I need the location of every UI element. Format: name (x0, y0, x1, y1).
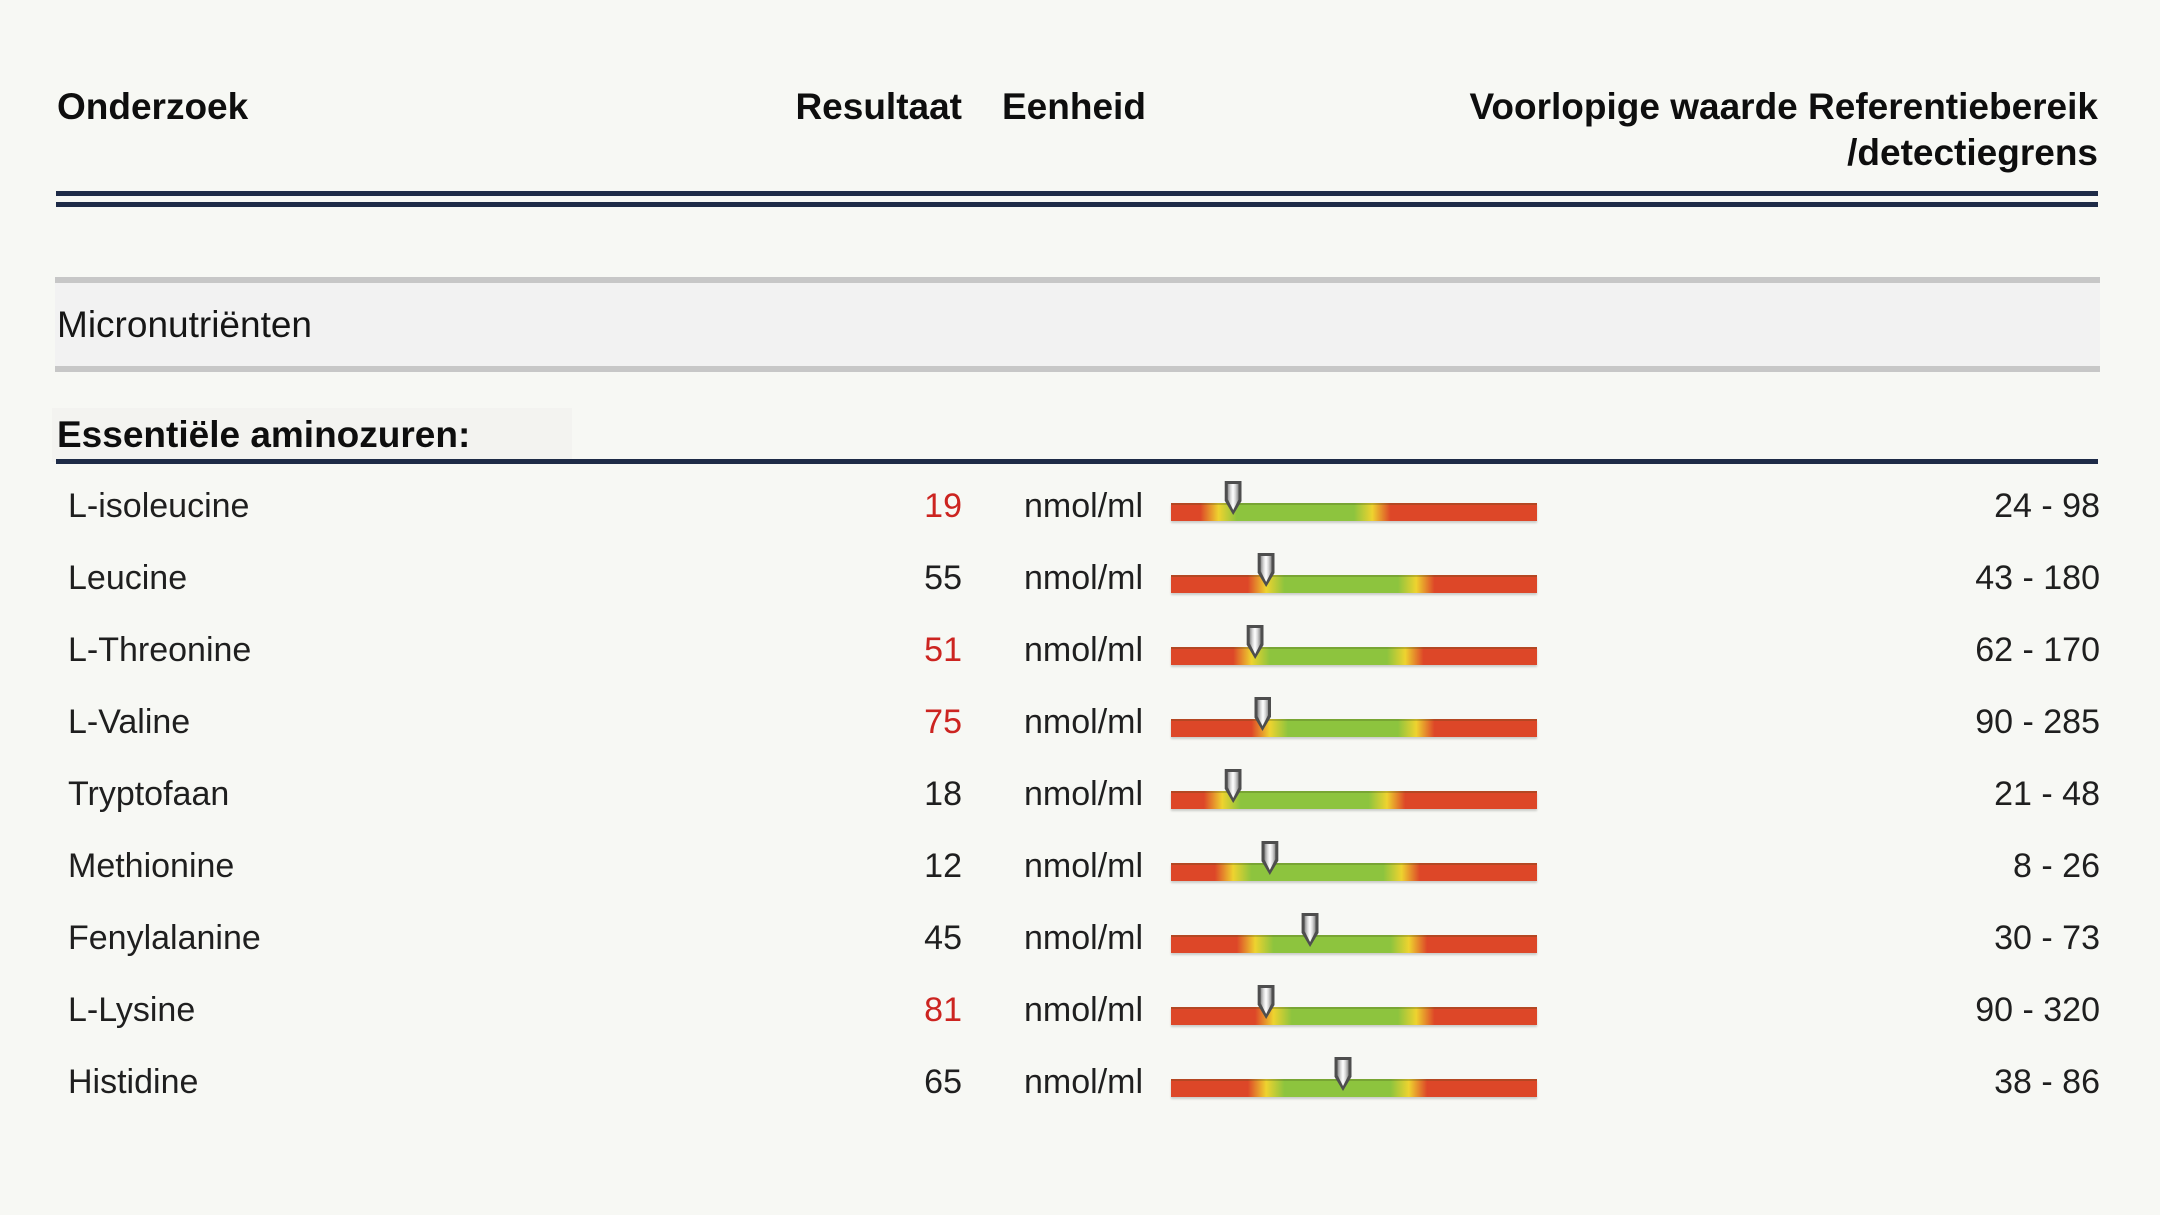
gauge-bar (1171, 1007, 1537, 1025)
table-row: Fenylalanine 45 nmol/ml 30 - 73 (0, 902, 2160, 974)
gauge-marker-icon (1254, 697, 1271, 731)
result-unit: nmol/ml (1024, 486, 1144, 525)
analyte-name: Histidine (68, 1062, 199, 1101)
reference-range: 90 - 285 (1975, 702, 2100, 741)
result-value: 18 (924, 774, 962, 813)
column-header-referentiebereik-line2: /detectiegrens (1847, 132, 2098, 173)
gauge-bar (1171, 719, 1537, 737)
section-band-bottom-line (55, 366, 2100, 372)
analyte-name: L-Valine (68, 702, 191, 741)
gauge-marker-icon (1224, 481, 1242, 515)
column-header-referentiebereik-line1: Voorlopige waarde Referentiebereik (1469, 86, 2098, 127)
gauge-marker-icon (1261, 841, 1279, 875)
result-value: 51 (924, 630, 962, 669)
reference-gauge (1171, 974, 1537, 1046)
result-unit: nmol/ml (1024, 846, 1144, 885)
gauge-bar (1171, 575, 1537, 593)
result-value: 75 (924, 702, 962, 741)
gauge-marker-icon (1246, 625, 1264, 659)
reference-range: 30 - 73 (1994, 918, 2100, 957)
result-unit: nmol/ml (1024, 918, 1144, 957)
gauge-bar (1171, 863, 1537, 881)
gauge-bar (1171, 791, 1537, 809)
reference-range: 8 - 26 (2013, 846, 2100, 885)
analyte-name: L-Threonine (68, 630, 252, 669)
analyte-name: L-isoleucine (68, 486, 250, 525)
reference-gauge (1171, 614, 1537, 686)
result-value: 55 (924, 558, 962, 597)
reference-gauge (1171, 758, 1537, 830)
result-value: 45 (924, 918, 962, 957)
reference-gauge (1171, 686, 1537, 758)
subsection-rule (56, 459, 2098, 464)
reference-range: 43 - 180 (1975, 558, 2100, 597)
gauge-bar (1171, 503, 1537, 521)
analyte-name: L-Lysine (68, 990, 196, 1029)
gauge-marker-icon (1257, 553, 1275, 587)
table-header: Onderzoek Resultaat Eenheid Voorlopige w… (0, 84, 2160, 176)
table-row: L-Lysine 81 nmol/ml 90 - 320 (0, 974, 2160, 1046)
section-title: Micronutriënten (57, 303, 313, 345)
reference-gauge (1171, 902, 1537, 974)
header-rule-bottom (56, 202, 2098, 207)
section-header-band: Micronutriënten (55, 283, 2100, 366)
table-row: Leucine 55 nmol/ml 43 - 180 (0, 542, 2160, 614)
result-unit: nmol/ml (1024, 702, 1144, 741)
gauge-marker-icon (1257, 985, 1275, 1019)
column-header-referentiebereik: Voorlopige waarde Referentiebereik /dete… (1171, 84, 2160, 176)
header-rule-top (56, 191, 2098, 196)
column-header-eenheid: Eenheid (1002, 86, 1146, 127)
result-value: 81 (924, 990, 962, 1029)
analyte-name: Fenylalanine (68, 918, 261, 957)
analyte-name: Tryptofaan (68, 774, 230, 813)
reference-range: 62 - 170 (1975, 630, 2100, 669)
gauge-bar (1171, 1079, 1537, 1097)
gauge-bar (1171, 647, 1537, 665)
reference-gauge (1171, 1046, 1537, 1118)
reference-gauge (1171, 830, 1537, 902)
reference-range: 90 - 320 (1975, 990, 2100, 1029)
result-value: 65 (924, 1062, 962, 1101)
gauge-marker-icon (1224, 769, 1242, 803)
subsection-title: Essentiële aminozuren: (57, 414, 471, 455)
gauge-marker-icon (1301, 913, 1319, 947)
subsection-highlight (52, 408, 572, 462)
result-unit: nmol/ml (1024, 630, 1144, 669)
reference-range: 24 - 98 (1994, 486, 2100, 525)
result-value: 19 (924, 486, 962, 525)
reference-range: 38 - 86 (1994, 1062, 2100, 1101)
result-unit: nmol/ml (1024, 1062, 1144, 1101)
gauge-marker-icon (1334, 1057, 1352, 1091)
table-row: Tryptofaan 18 nmol/ml 21 - 48 (0, 758, 2160, 830)
table-row: L-Valine 75 nmol/ml 90 - 285 (0, 686, 2160, 758)
section-band-top-line (55, 277, 2100, 283)
result-value: 12 (924, 846, 962, 885)
table-row: L-Threonine 51 nmol/ml 62 - 170 (0, 614, 2160, 686)
result-unit: nmol/ml (1024, 558, 1144, 597)
results-table-body: L-isoleucine 19 nmol/ml 24 - 98 Leucine … (0, 470, 2160, 1118)
table-row: Methionine 12 nmol/ml 8 - 26 (0, 830, 2160, 902)
table-row: Histidine 65 nmol/ml 38 - 86 (0, 1046, 2160, 1118)
reference-gauge (1171, 542, 1537, 614)
result-unit: nmol/ml (1024, 774, 1144, 813)
analyte-name: Methionine (68, 846, 235, 885)
reference-gauge (1171, 470, 1537, 542)
gauge-bar (1171, 935, 1537, 953)
result-unit: nmol/ml (1024, 990, 1144, 1029)
analyte-name: Leucine (68, 558, 188, 597)
column-header-onderzoek: Onderzoek (57, 86, 249, 127)
table-row: L-isoleucine 19 nmol/ml 24 - 98 (0, 470, 2160, 542)
reference-range: 21 - 48 (1994, 774, 2100, 813)
column-header-resultaat: Resultaat (795, 86, 962, 127)
